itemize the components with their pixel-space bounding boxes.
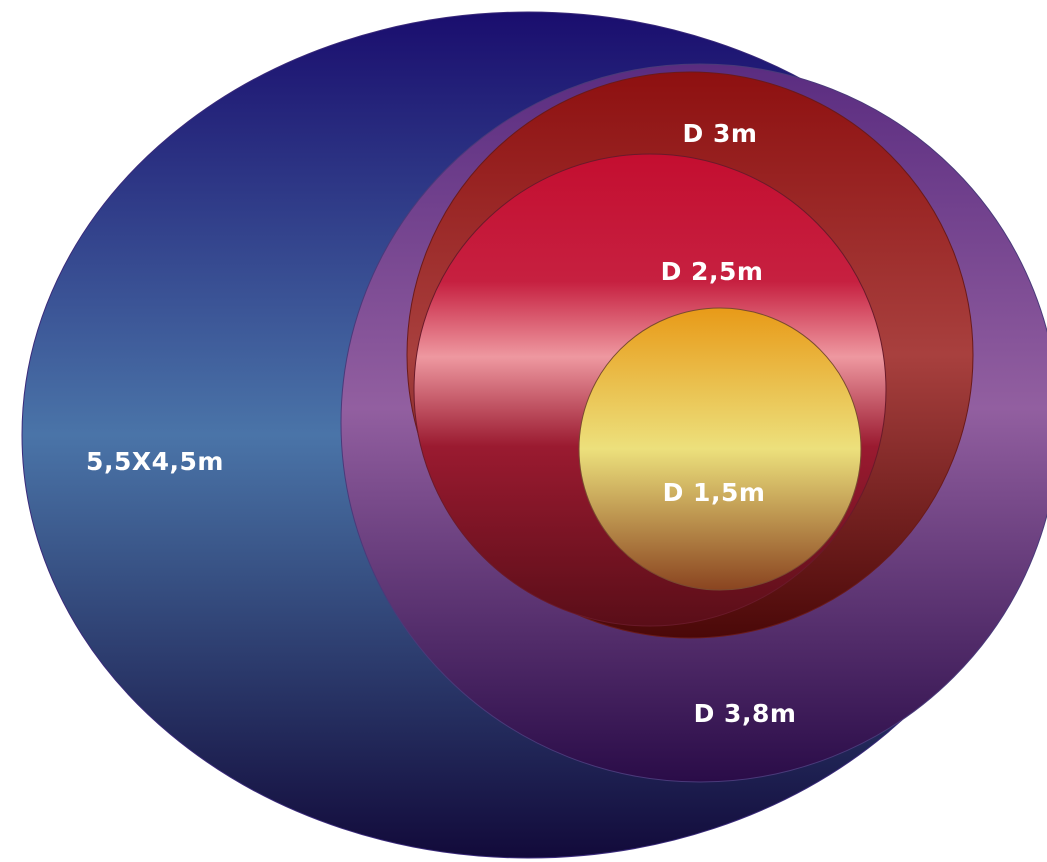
outer-area-label: 5,5X4,5m [86, 447, 224, 476]
d38-label: D 3,8m [694, 699, 797, 728]
circle-d15 [578, 307, 862, 591]
d15-label: D 1,5m [663, 478, 766, 507]
d25-label: D 2,5m [661, 257, 764, 286]
d3-label: D 3m [683, 119, 758, 148]
